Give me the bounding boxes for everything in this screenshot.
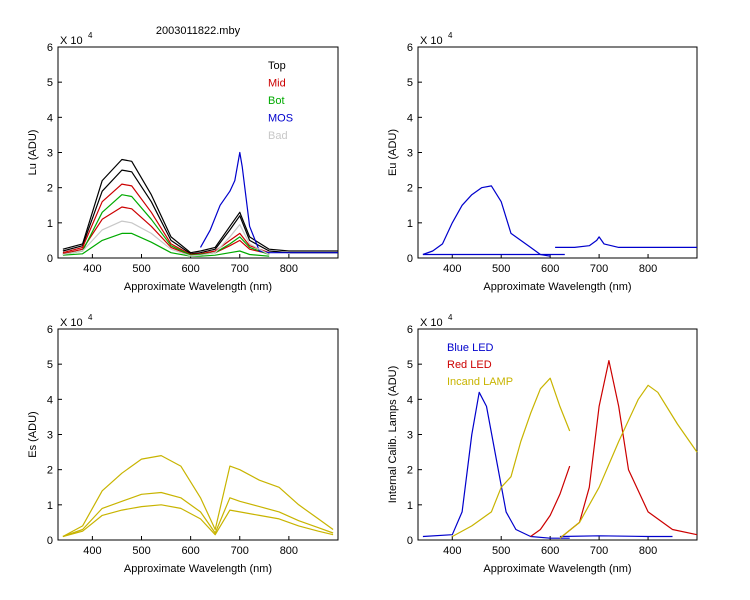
chart-top-left-series-bot-line — [62, 232, 270, 257]
chart-bottom-left-ytick-label: 0 — [47, 535, 53, 547]
chart-bottom-right-xtick-label: 700 — [590, 545, 608, 557]
chart-bottom-left-xtick-label: 800 — [280, 545, 298, 557]
chart-top-left-ytick-label: 1 — [47, 218, 53, 230]
chart-bottom-right-series-blue-led-line — [422, 391, 570, 539]
chart-bottom-left-series-es-line — [62, 504, 334, 538]
chart-bottom-right-y-exponent: 4 — [448, 313, 453, 322]
chart-bottom-left-ytick-label: 2 — [47, 465, 53, 477]
chart-top-left-plot-frame — [57, 46, 339, 259]
chart-top-left-series-bad-line — [62, 220, 270, 257]
chart-bottom-left-xtick-label: 700 — [231, 545, 249, 557]
chart-top-left-series-bot-line — [62, 194, 270, 256]
chart-top-right-y-multiplier: X 10 — [420, 35, 443, 47]
chart-bottom-left-ytick-label: 1 — [47, 500, 53, 512]
chart-top-left-xtick-label: 600 — [181, 263, 199, 275]
chart-top-left-ytick-label: 0 — [47, 253, 53, 265]
chart-bottom-left-y-exponent: 4 — [88, 313, 93, 322]
chart-bottom-left-ytick-label: 3 — [47, 430, 53, 442]
chart-top-right-xtick-label: 700 — [590, 263, 608, 275]
chart-bottom-right-legend-entry: Incand LAMP — [447, 376, 513, 388]
chart-top-left-ytick-label: 3 — [47, 148, 53, 160]
chart-top-left-legend-entry: MOS — [268, 113, 293, 125]
chart-bottom-right-ylabel: Internal Calib. Lamps (ADU) — [387, 366, 399, 504]
chart-top-left-ytick-label: 6 — [47, 42, 53, 54]
chart-bottom-left-ytick-label: 5 — [47, 359, 53, 371]
chart-bottom-right-ytick-label: 5 — [407, 359, 413, 371]
chart-bottom-left-ytick-label: 6 — [47, 324, 53, 336]
chart-top-left-y-exponent: 4 — [88, 31, 93, 40]
chart-top-left-xtick-label: 700 — [231, 263, 249, 275]
chart-top-right-series-eu-line — [422, 185, 551, 257]
chart-top-right-ytick-label: 1 — [407, 218, 413, 230]
chart-top-right-ytick-label: 5 — [407, 77, 413, 89]
chart-bottom-left-xtick-label: 600 — [181, 545, 199, 557]
chart-top-left-ytick-label: 4 — [47, 112, 53, 124]
chart-bottom-right-series-incand-lamp-line — [559, 384, 698, 539]
chart-bottom-right-xtick-label: 600 — [541, 545, 559, 557]
chart-bottom-right-series-red-led-line — [559, 360, 698, 539]
chart-bottom-right-xtick-label: 500 — [492, 545, 510, 557]
chart-bottom-right-xtick-label: 400 — [443, 545, 461, 557]
chart-bottom-right-ytick-label: 6 — [407, 324, 413, 336]
chart-bottom-right-series-incand-lamp-line — [452, 377, 571, 538]
chart-bottom-right-legend-entry: Red LED — [447, 359, 492, 371]
chart-top-right-ytick-label: 6 — [407, 42, 413, 54]
chart-bottom-right-xlabel: Approximate Wavelength (nm) — [483, 563, 631, 575]
chart-top-right-ytick-label: 3 — [407, 148, 413, 160]
chart-bottom-right-ytick-label: 3 — [407, 430, 413, 442]
chart-bottom-left-ylabel: Es (ADU) — [27, 411, 39, 457]
chart-top-left-series-mid-line — [62, 206, 270, 256]
chart-top-left-xtick-label: 800 — [280, 263, 298, 275]
chart-top-left-series-mos-line — [199, 151, 338, 254]
chart-top-right-xtick-label: 600 — [541, 263, 559, 275]
chart-top-left-series-top-line — [62, 158, 338, 254]
chart-top-right-xtick-label: 500 — [492, 263, 510, 275]
chart-top-right-series-eu-line — [555, 236, 697, 248]
chart-bottom-right-series-blue-led-line — [559, 535, 673, 538]
chart-top-right-xtick-label: 800 — [639, 263, 657, 275]
chart-top-left-legend-entry: Bot — [268, 95, 285, 107]
chart-top-right-ytick-label: 4 — [407, 112, 413, 124]
chart-top-left-legend-entry: Mid — [268, 78, 286, 90]
chart-top-left-ytick-label: 2 — [47, 183, 53, 195]
chart-top-left-legend-entry: Top — [268, 60, 286, 72]
chart-top-right-xlabel: Approximate Wavelength (nm) — [483, 281, 631, 293]
chart-top-right-ytick-label: 0 — [407, 253, 413, 265]
chart-top-left-y-multiplier: X 10 — [60, 35, 83, 47]
chart-bottom-left-series-es-line — [62, 491, 334, 538]
chart-top-right-xtick-label: 400 — [443, 263, 461, 275]
chart-top-left-series-top-line — [62, 169, 338, 255]
chart-top-right-y-exponent: 4 — [448, 31, 453, 40]
chart-top-left-ylabel: Lu (ADU) — [27, 130, 39, 176]
chart-top-left-xlabel: Approximate Wavelength (nm) — [124, 281, 272, 293]
chart-bottom-right-ytick-label: 2 — [407, 465, 413, 477]
chart-bottom-right-y-multiplier: X 10 — [420, 317, 443, 329]
chart-top-left-series-mid-line — [62, 183, 270, 256]
chart-bottom-right-ytick-label: 0 — [407, 535, 413, 547]
chart-top-left-legend-entry: Bad — [268, 130, 288, 142]
chart-bottom-right-xtick-label: 800 — [639, 545, 657, 557]
chart-bottom-right-ytick-label: 1 — [407, 500, 413, 512]
chart-top-left-ytick-label: 5 — [47, 77, 53, 89]
chart-bottom-right-series-red-led-line — [530, 465, 571, 537]
chart-bottom-left-xtick-label: 500 — [132, 545, 150, 557]
chart-bottom-right-ytick-label: 4 — [407, 394, 413, 406]
chart-top-left-xtick-label: 500 — [132, 263, 150, 275]
chart-bottom-left-xlabel: Approximate Wavelength (nm) — [124, 563, 272, 575]
chart-top-left-xtick-label: 400 — [83, 263, 101, 275]
chart-bottom-left-plot-frame — [57, 328, 339, 541]
chart-bottom-right-legend-entry: Blue LED — [447, 342, 494, 354]
chart-bottom-left-y-multiplier: X 10 — [60, 317, 83, 329]
chart-bottom-left-series-es-line — [62, 455, 334, 538]
figure-title: 2003011822.mby — [156, 25, 241, 37]
chart-bottom-left-ytick-label: 4 — [47, 394, 53, 406]
chart-top-right-ylabel: Eu (ADU) — [387, 129, 399, 176]
chart-top-right-plot-frame — [417, 46, 698, 259]
chart-top-right-ytick-label: 2 — [407, 183, 413, 195]
chart-bottom-left-xtick-label: 400 — [83, 545, 101, 557]
